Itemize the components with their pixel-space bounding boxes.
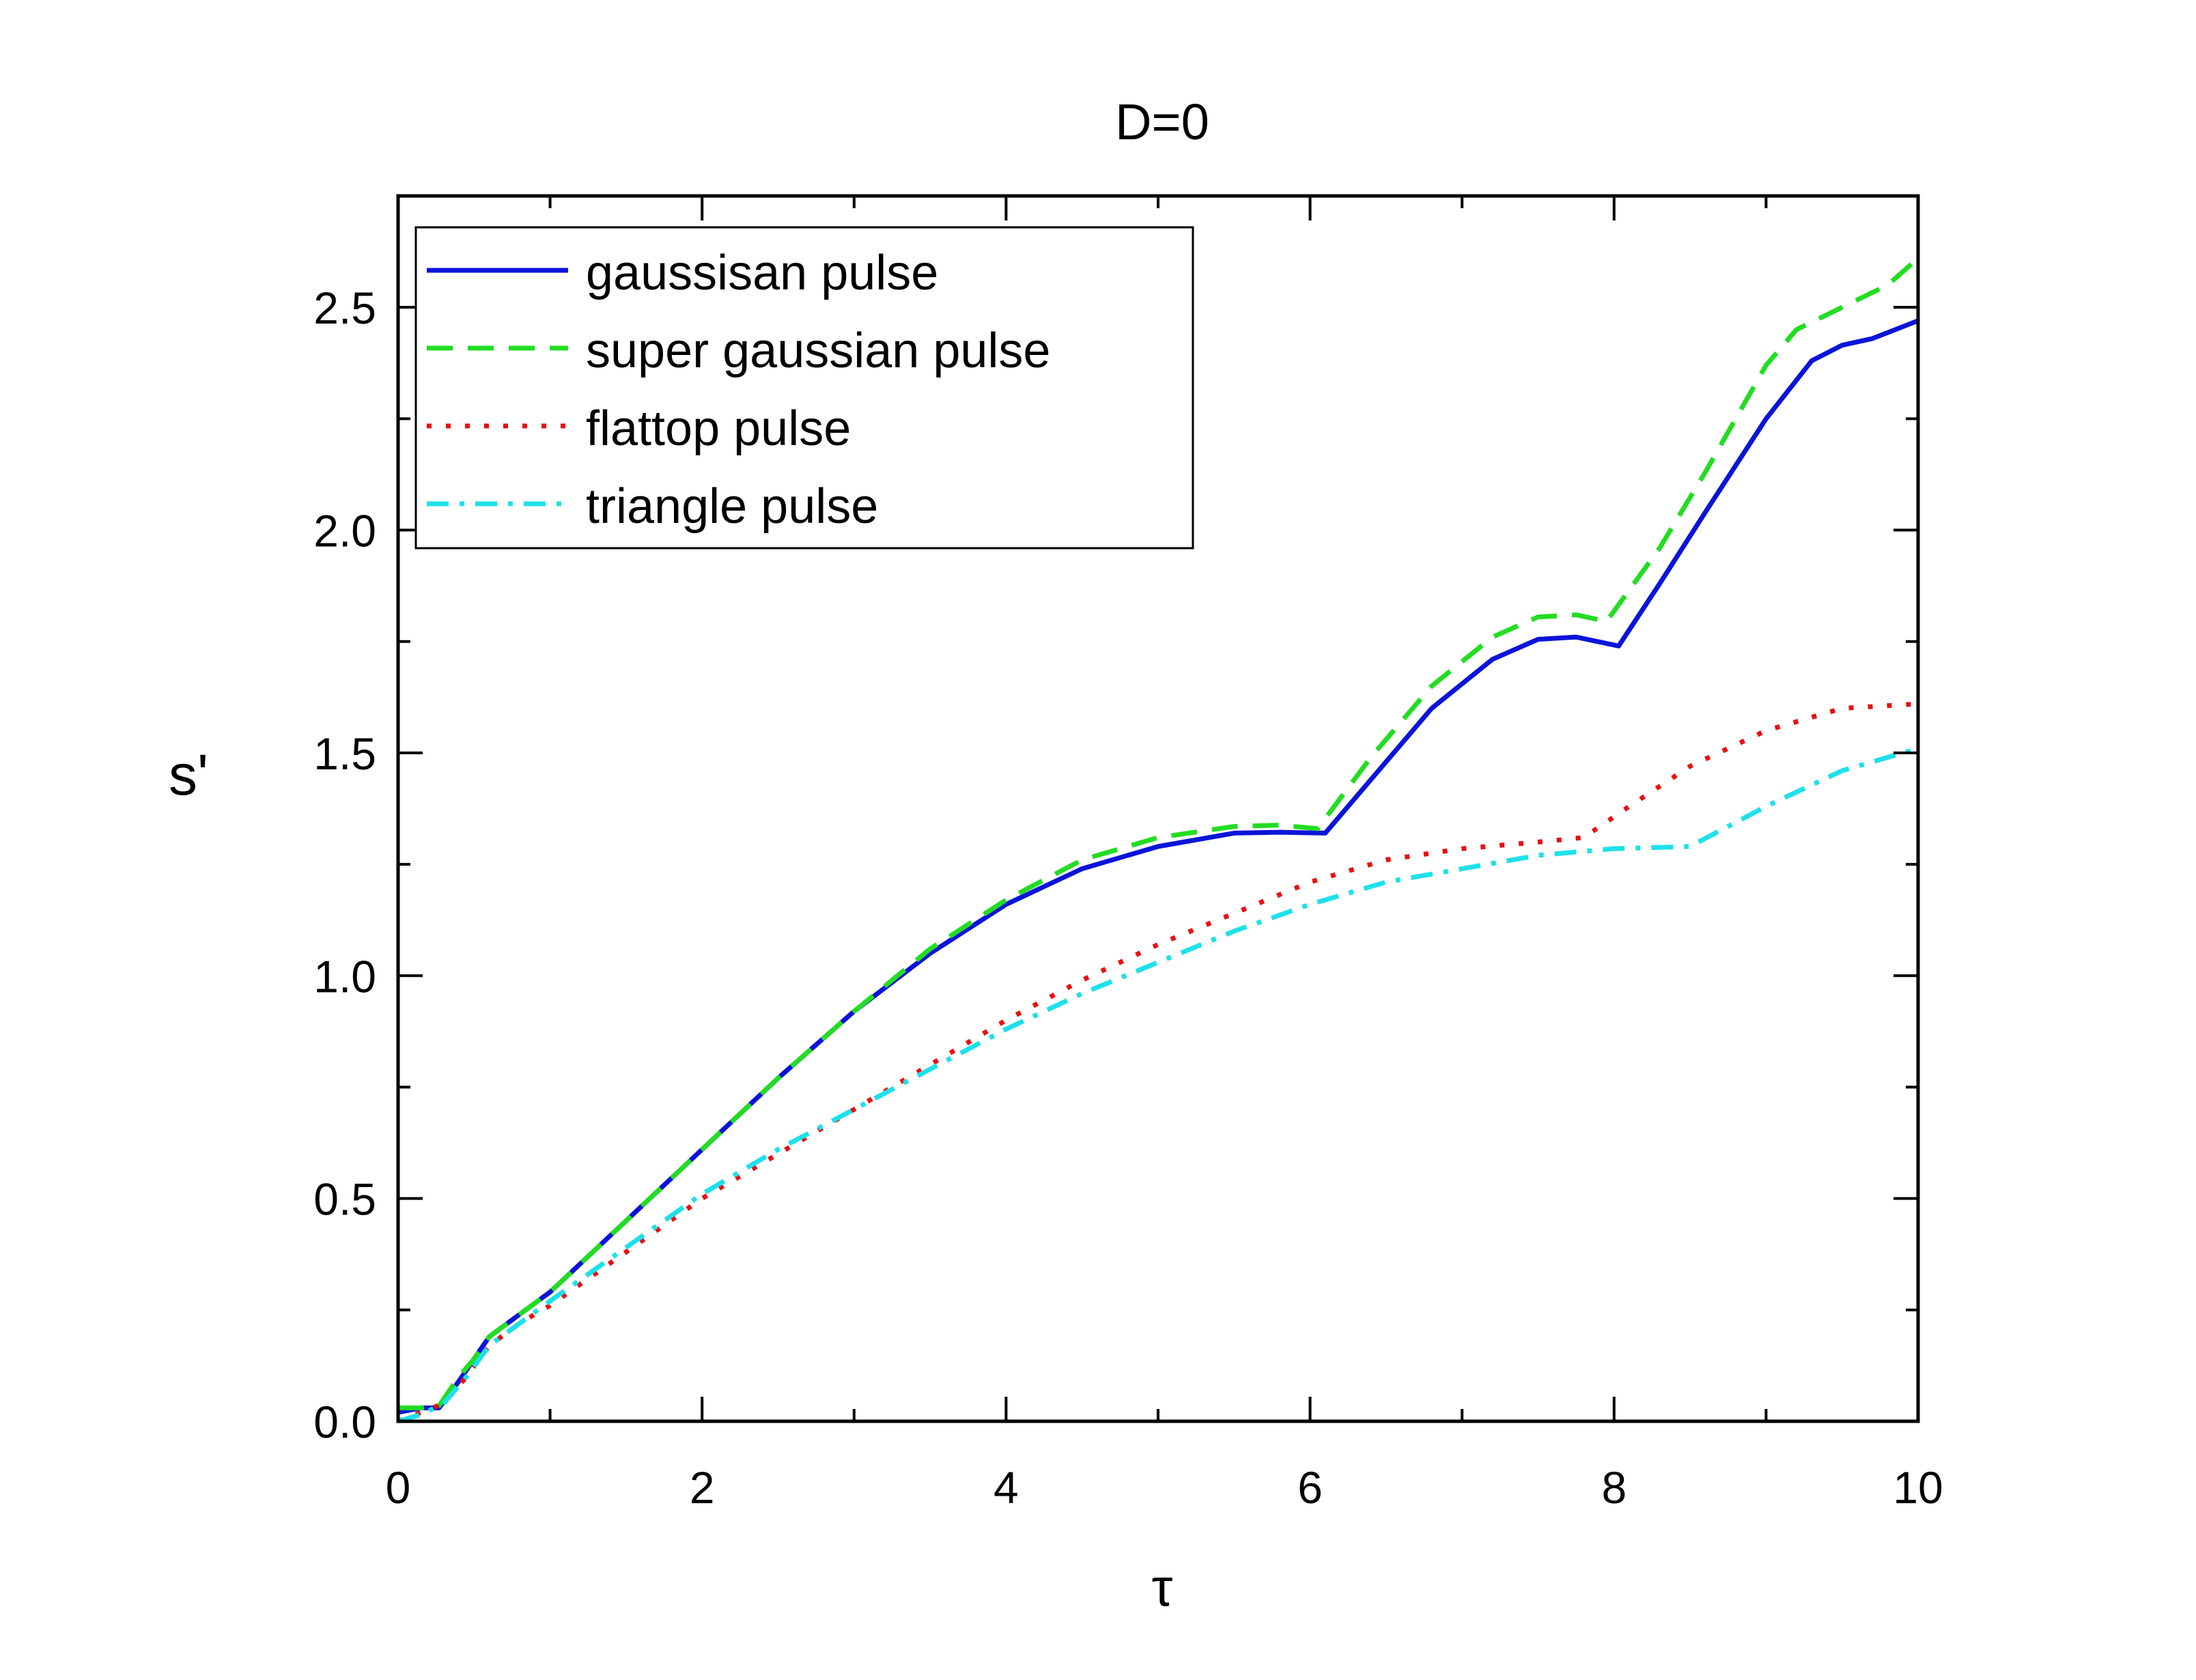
legend-label: super gaussian pulse [586,324,1050,378]
x-tick-label: 2 [690,1462,715,1513]
series-line-3 [397,701,1919,1424]
y-tick-label: 0.5 [313,1174,376,1225]
y-tick-label: 0.0 [313,1397,376,1447]
legend-label: gaussisan pulse [586,246,938,300]
legend: gaussisan pulse super gaussian pulse flatt… [414,226,1194,550]
y-tick-label: 2.5 [313,283,376,333]
series-line-4 [397,746,1919,1424]
x-axis-label: τ [1152,1557,1173,1617]
plot-area-frame [396,194,1920,1423]
y-tick-label: 2.0 [313,506,376,556]
y-axis-label: s' [169,743,208,807]
y-tick-label: 1.0 [313,951,376,1001]
y-tick-label: 1.5 [313,728,376,779]
plot-series [397,256,1920,1424]
legend-label: triangle pulse [586,479,878,534]
x-tick-label: 10 [1893,1462,1943,1513]
series-line-2 [398,256,1920,1410]
x-tick-label: 8 [1601,1462,1627,1513]
chart-title: D=0 [1115,94,1209,150]
x-tick-label: 0 [386,1462,411,1513]
legend-label: flattop pulse [586,401,851,456]
x-tick-label: 4 [994,1462,1019,1513]
x-tick-label: 6 [1297,1462,1323,1513]
legend-box [414,226,1194,550]
axis-ticks: 0 2 4 6 8 10 0.0 0.5 1.0 1.5 2.0 2.5 [313,196,1943,1513]
